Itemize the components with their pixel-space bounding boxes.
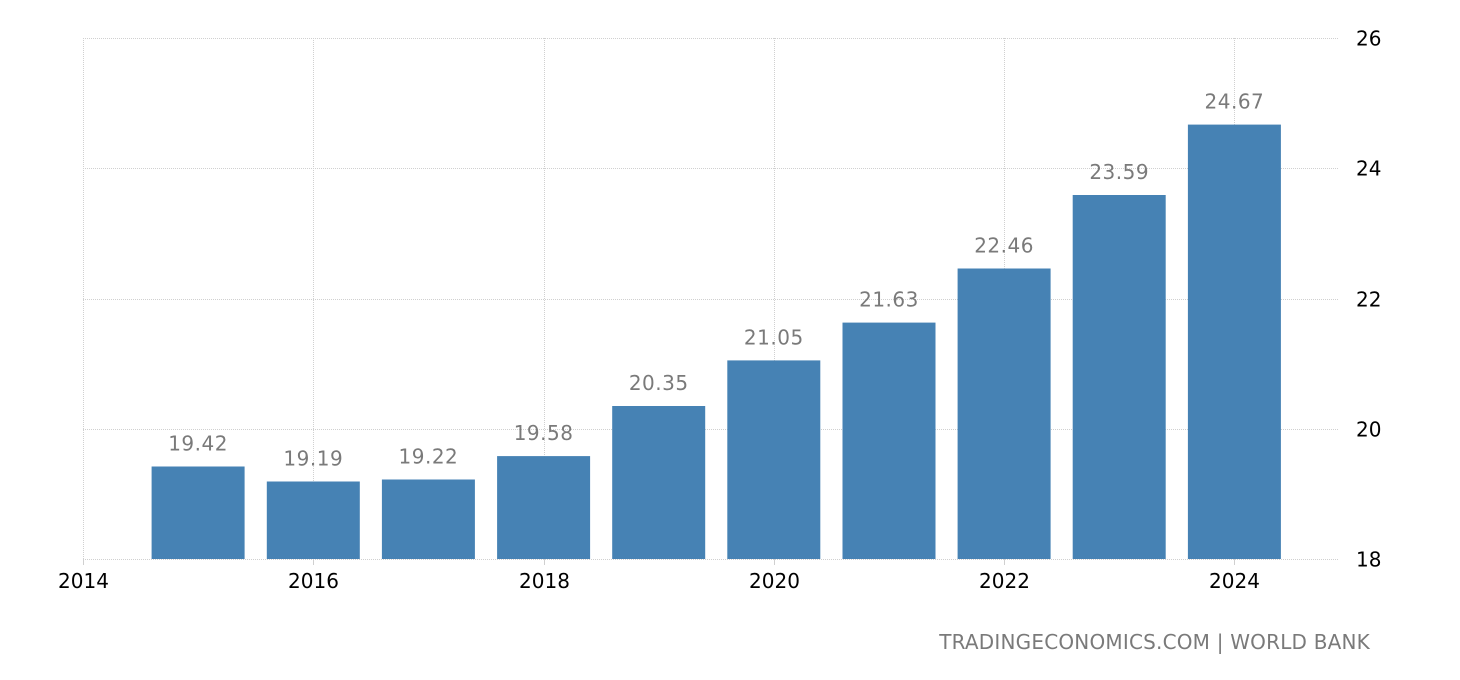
x-tick-label: 2016 bbox=[288, 569, 339, 593]
data-label: 19.42 bbox=[168, 432, 228, 456]
y-tick-label: 26 bbox=[1356, 27, 1381, 51]
x-tick-label: 2014 bbox=[58, 569, 109, 593]
data-label: 19.58 bbox=[514, 421, 574, 445]
x-tick-label: 2022 bbox=[979, 569, 1030, 593]
bar-2015[interactable] bbox=[151, 466, 245, 560]
data-label: 22.46 bbox=[974, 234, 1034, 258]
bar-2017[interactable] bbox=[381, 479, 475, 560]
bar-2020[interactable] bbox=[727, 360, 821, 559]
data-label: 19.19 bbox=[283, 447, 343, 471]
data-label: 23.59 bbox=[1089, 160, 1149, 184]
y-axis: 18 20 22 24 26 bbox=[1356, 27, 1381, 572]
bar-2019[interactable] bbox=[612, 406, 706, 559]
y-tick-label: 24 bbox=[1356, 157, 1381, 181]
bar-2023[interactable] bbox=[1072, 195, 1166, 559]
x-axis: 2014 2016 2018 2020 2022 2024 bbox=[58, 569, 1260, 593]
data-label: 24.67 bbox=[1205, 90, 1265, 114]
data-label: 21.05 bbox=[744, 325, 804, 349]
data-label: 19.22 bbox=[399, 445, 459, 469]
y-tick-label: 18 bbox=[1356, 548, 1381, 572]
bar-2018[interactable] bbox=[497, 456, 591, 559]
x-tick-label: 2018 bbox=[519, 569, 570, 593]
x-tick-label: 2020 bbox=[749, 569, 800, 593]
source-attribution: TRADINGECONOMICS.COM | WORLD BANK bbox=[939, 630, 1370, 654]
x-tick-label: 2024 bbox=[1209, 569, 1260, 593]
bar-2022[interactable] bbox=[957, 268, 1051, 560]
bar-2016[interactable] bbox=[266, 481, 360, 560]
y-tick-label: 22 bbox=[1356, 288, 1381, 312]
bars bbox=[151, 124, 1281, 560]
bar-2021[interactable] bbox=[842, 322, 936, 559]
bar-2024[interactable] bbox=[1187, 124, 1281, 559]
data-label: 20.35 bbox=[629, 371, 689, 395]
y-tick-label: 20 bbox=[1356, 418, 1381, 442]
data-labels: 19.42 19.19 19.22 19.58 20.35 21.05 21.63 22.46… bbox=[168, 90, 1264, 471]
data-label: 21.63 bbox=[859, 288, 919, 312]
